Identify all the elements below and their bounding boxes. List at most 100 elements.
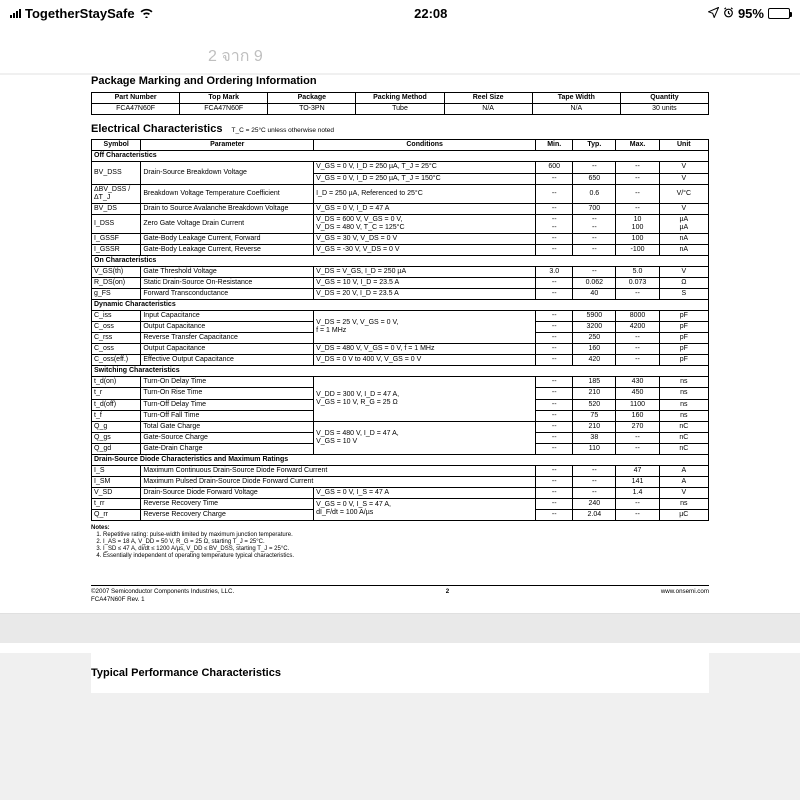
table-cell: 4200 <box>616 322 659 333</box>
table-cell: 10100 <box>616 214 659 233</box>
table-row: C_ossOutput CapacitanceV_DS = 480 V, V_G… <box>92 344 709 355</box>
table-cell: t_rr <box>92 498 141 509</box>
table-cell: C_oss(eff.) <box>92 355 141 366</box>
table-cell: V_DS = 25 V, V_GS = 0 V,f = 1 MHz <box>314 311 536 344</box>
table-cell: 2.04 <box>573 509 616 520</box>
table-cell: Effective Output Capacitance <box>141 355 314 366</box>
table-cell: -- <box>616 432 659 443</box>
table-cell: 5.0 <box>616 266 659 277</box>
table-cell: V_DS = 600 V, V_GS = 0 V,V_DS = 480 V, T… <box>314 214 536 233</box>
table-cell: t_d(off) <box>92 399 141 410</box>
table-header: Package <box>268 92 356 103</box>
table-cell: 240 <box>573 498 616 509</box>
table-cell: V <box>659 173 708 184</box>
table-cell: 1.4 <box>616 487 659 498</box>
table-header: Unit <box>659 140 708 151</box>
table-cell: V <box>659 162 708 173</box>
location-icon <box>708 6 719 21</box>
table-cell: 210 <box>573 388 616 399</box>
table-cell: µAµA <box>659 214 708 233</box>
table-header: Symbol <box>92 140 141 151</box>
table-cell: Output Capacitance <box>141 322 314 333</box>
table-cell: I_S <box>92 465 141 476</box>
table-cell: -- <box>536 233 573 244</box>
table-cell: ---- <box>536 214 573 233</box>
table-cell: 450 <box>616 388 659 399</box>
table-row: I_DSSZero Gate Voltage Drain CurrentV_DS… <box>92 214 709 233</box>
signal-icon <box>10 9 21 18</box>
table-cell: -- <box>536 377 573 388</box>
table-cell: V_DS = 480 V, I_D = 47 A,V_GS = 10 V <box>314 421 536 454</box>
table-cell: 520 <box>573 399 616 410</box>
table-cell: Input Capacitance <box>141 311 314 322</box>
section-title: On Characteristics <box>92 255 709 266</box>
table-cell: -- <box>536 465 573 476</box>
table-cell: Q_g <box>92 421 141 432</box>
table-row: BV_DSSDrain-Source Breakdown VoltageV_GS… <box>92 162 709 173</box>
table-cell: BV_DS <box>92 203 141 214</box>
table-cell: Gate-Body Leakage Current, Reverse <box>141 244 314 255</box>
page-footer: ©2007 Semiconductor Components Industrie… <box>91 585 709 602</box>
table-cell: -- <box>536 333 573 344</box>
battery-icon <box>768 8 790 19</box>
table-cell: V <box>659 487 708 498</box>
table-cell: -- <box>536 203 573 214</box>
table-cell: 600 <box>536 162 573 173</box>
table-cell: V_GS = 0 V, I_S = 47 A <box>314 487 536 498</box>
table-cell: Static Drain-Source On-Resistance <box>141 277 314 288</box>
table-cell: Turn-On Delay Time <box>141 377 314 388</box>
table-cell: pF <box>659 344 708 355</box>
table-cell: -- <box>536 244 573 255</box>
table-cell: V_GS(th) <box>92 266 141 277</box>
table-cell: t_f <box>92 410 141 421</box>
table-cell: -- <box>536 421 573 432</box>
table-cell: Reverse Recovery Time <box>141 498 314 509</box>
wifi-icon <box>139 6 154 21</box>
table-cell: nA <box>659 244 708 255</box>
table-cell: -- <box>536 344 573 355</box>
table-cell: -- <box>616 184 659 203</box>
table-cell: -- <box>616 443 659 454</box>
table-cell: 47 <box>616 465 659 476</box>
table-cell: 0.062 <box>573 277 616 288</box>
table-cell: Q_gs <box>92 432 141 443</box>
table-cell: -- <box>536 399 573 410</box>
table-cell: N/A <box>532 103 620 114</box>
table-cell: 160 <box>573 344 616 355</box>
battery-pct: 95% <box>738 6 764 21</box>
table-cell: -- <box>536 509 573 520</box>
table-cell: -- <box>573 266 616 277</box>
section-title: Off Characteristics <box>92 151 709 162</box>
table-cell: -- <box>536 322 573 333</box>
section-title: Dynamic Characteristics <box>92 300 709 311</box>
table-cell: -- <box>573 465 616 476</box>
carrier-label: TogetherStaySafe <box>25 6 135 21</box>
table-header: Typ. <box>573 140 616 151</box>
table-cell: V_DS = 480 V, V_GS = 0 V, f = 1 MHz <box>314 344 536 355</box>
table-cell: I_GSSF <box>92 233 141 244</box>
table-cell: 0.6 <box>573 184 616 203</box>
elec-table: SymbolParameterConditionsMin.Typ.Max.Uni… <box>91 139 709 521</box>
table-cell: -- <box>536 289 573 300</box>
table-cell: -- <box>536 487 573 498</box>
datasheet-page: Package Marking and Ordering Information… <box>91 75 709 603</box>
table-cell: C_rss <box>92 333 141 344</box>
table-cell: V_GS = -30 V, V_DS = 0 V <box>314 244 536 255</box>
table-cell: 40 <box>573 289 616 300</box>
table-cell: V_DS = 0 V to 400 V, V_GS = 0 V <box>314 355 536 366</box>
table-cell: V_GS = 0 V, I_D = 47 A <box>314 203 536 214</box>
table-cell: µC <box>659 509 708 520</box>
pkg-table: Part NumberTop MarkPackagePacking Method… <box>91 92 709 115</box>
table-cell: Total Gate Charge <box>141 421 314 432</box>
table-header: Tape Width <box>532 92 620 103</box>
note-item: Repetitive rating: pulse-width limited b… <box>103 532 709 539</box>
table-cell: Gate-Source Charge <box>141 432 314 443</box>
table-cell: 250 <box>573 333 616 344</box>
table-cell: N/A <box>444 103 532 114</box>
table-cell: Gate-Drain Charge <box>141 443 314 454</box>
table-header: Packing Method <box>356 92 444 103</box>
table-cell: t_r <box>92 388 141 399</box>
table-cell: Breakdown Voltage Temperature Coefficien… <box>141 184 314 203</box>
table-cell: Maximum Continuous Drain-Source Diode Fo… <box>141 465 536 476</box>
table-cell: V <box>659 203 708 214</box>
